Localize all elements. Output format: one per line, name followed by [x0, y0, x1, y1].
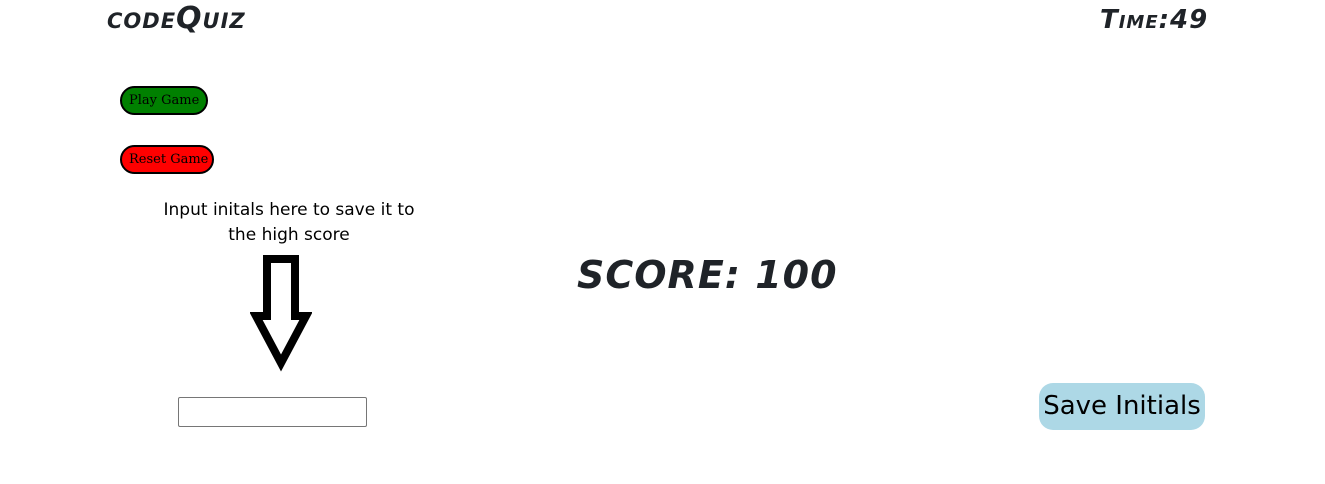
score-display: SCORE: 100: [577, 253, 838, 297]
initials-input[interactable]: [178, 397, 367, 427]
reset-game-button[interactable]: Reset Game: [120, 145, 214, 174]
app-logo: codeQuiz: [107, 1, 246, 36]
down-arrow-icon: [250, 255, 312, 372]
timer-display: Time:49: [1100, 5, 1209, 35]
save-initials-button[interactable]: Save Initials: [1039, 383, 1205, 430]
play-game-button[interactable]: Play Game: [120, 86, 208, 115]
save-instruction-text: Input initals here to save it to the hig…: [163, 200, 415, 245]
